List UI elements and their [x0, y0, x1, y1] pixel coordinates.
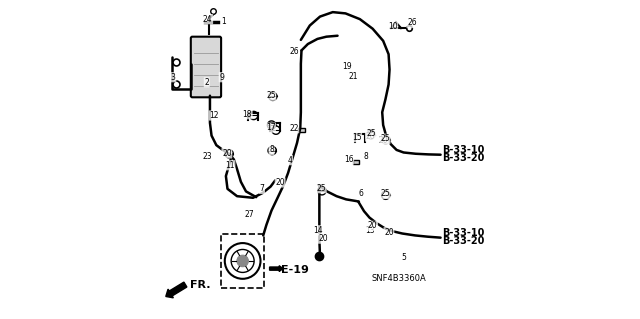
Text: 20: 20: [368, 221, 378, 230]
Text: 20: 20: [384, 228, 394, 237]
Text: E-19: E-19: [281, 264, 309, 275]
Text: 7: 7: [259, 184, 264, 193]
Text: 19: 19: [342, 63, 352, 71]
Circle shape: [237, 255, 248, 267]
Text: 23: 23: [203, 152, 212, 161]
Text: 14: 14: [314, 226, 323, 235]
Text: 21: 21: [349, 72, 358, 81]
FancyArrow shape: [269, 266, 283, 271]
Text: 8: 8: [364, 152, 369, 161]
Text: 3: 3: [171, 73, 176, 82]
Text: B-33-10: B-33-10: [442, 145, 484, 155]
Text: 6: 6: [358, 189, 364, 198]
Text: B-33-10: B-33-10: [442, 228, 484, 238]
Text: 16: 16: [344, 155, 353, 164]
Text: 25: 25: [366, 130, 376, 138]
Text: 26: 26: [289, 47, 299, 56]
Text: 24: 24: [203, 15, 212, 24]
Text: B-33-20: B-33-20: [442, 236, 484, 246]
Text: 20: 20: [379, 137, 388, 145]
Text: SNF4B3360A: SNF4B3360A: [371, 274, 426, 283]
Text: 18: 18: [243, 110, 252, 119]
Text: 20: 20: [222, 149, 232, 158]
Bar: [298, 128, 305, 132]
Text: 15: 15: [352, 133, 362, 142]
Text: 17: 17: [266, 123, 275, 132]
Text: 5: 5: [401, 253, 406, 262]
Text: 20: 20: [275, 178, 285, 187]
FancyArrow shape: [166, 282, 187, 298]
Bar: [353, 160, 359, 164]
Text: 4: 4: [287, 156, 292, 165]
Text: 12: 12: [209, 111, 219, 120]
Text: 9: 9: [220, 73, 224, 82]
Text: 25: 25: [380, 134, 390, 143]
Bar: [221, 234, 264, 288]
Text: 8: 8: [269, 145, 274, 154]
Text: 20: 20: [318, 234, 328, 243]
Text: 25: 25: [380, 189, 390, 198]
Text: FR.: FR.: [190, 279, 211, 290]
Text: 2: 2: [204, 78, 209, 87]
Text: 13: 13: [365, 226, 375, 235]
Text: 25: 25: [266, 91, 276, 100]
Text: 26: 26: [407, 19, 417, 27]
FancyBboxPatch shape: [191, 37, 221, 97]
Text: 27: 27: [244, 210, 254, 219]
Text: 10: 10: [388, 22, 397, 31]
Text: 22: 22: [289, 124, 299, 133]
Text: B-33-20: B-33-20: [442, 153, 484, 163]
Text: 1: 1: [221, 17, 226, 26]
Text: 20: 20: [365, 132, 375, 141]
Text: 11: 11: [225, 161, 235, 170]
Text: 25: 25: [316, 184, 326, 193]
